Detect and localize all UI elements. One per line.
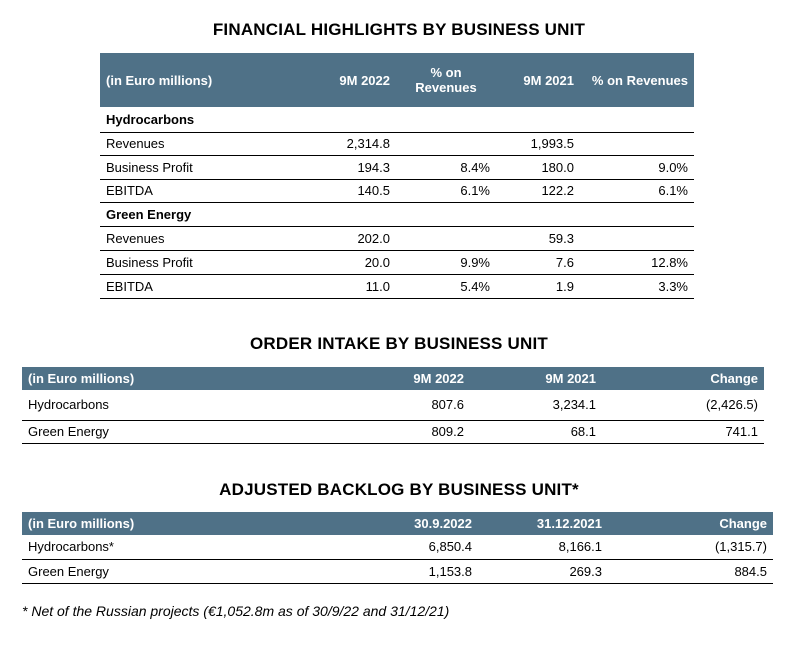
table-header-row: (in Euro millions) 9M 2022 % on Revenues… [100,53,694,107]
table-cell: 6.1% [396,179,496,203]
table-header-row: (in Euro millions) 30.9.2022 31.12.2021 … [22,512,773,535]
table-cell: 6,850.4 [322,535,478,560]
table-cell: 68.1 [470,420,602,444]
table-cell: 1,153.8 [322,559,478,584]
table-cell: 202.0 [332,226,396,251]
row-label: Business Profit [100,155,332,180]
column-header: (in Euro millions) [22,512,322,535]
row-label: EBITDA [100,179,332,203]
table-cell: 3,234.1 [470,390,602,421]
table-row: Hydrocarbons 807.6 3,234.1 (2,426.5) [22,390,764,421]
table-cell [396,226,496,251]
table-row: Revenues 202.0 59.3 [100,226,694,251]
row-label: Hydrocarbons* [22,535,322,560]
table-cell: (1,315.7) [608,535,773,560]
table-cell: 1.9 [496,274,580,299]
column-header: 9M 2022 [324,367,470,390]
footnote: * Net of the Russian projects (€1,052.8m… [22,603,450,619]
table-cell: (2,426.5) [602,390,764,421]
financial-highlights-table: (in Euro millions) 9M 2022 % on Revenues… [100,53,694,299]
table-cell: 3.3% [580,274,694,299]
table-cell: 140.5 [332,179,396,203]
table-cell: 20.0 [332,250,396,275]
section-label: Green Energy [100,202,694,227]
table-cell [580,226,694,251]
column-header: 30.9.2022 [322,512,478,535]
table-cell: 11.0 [332,274,396,299]
row-label: Revenues [100,226,332,251]
table-cell: 8,166.1 [478,535,608,560]
adjusted-backlog-table: (in Euro millions) 30.9.2022 31.12.2021 … [22,512,773,584]
table-header-row: (in Euro millions) 9M 2022 9M 2021 Chang… [22,367,764,390]
table-cell: 9.0% [580,155,694,180]
table-cell: 8.4% [396,155,496,180]
section-row: Hydrocarbons [100,107,694,133]
column-header: Change [608,512,773,535]
table-cell: 9.9% [396,250,496,275]
row-label: EBITDA [100,274,332,299]
table-cell: 180.0 [496,155,580,180]
table-cell: 2,314.8 [332,132,396,156]
table-cell: 1,993.5 [496,132,580,156]
table-row: Green Energy 809.2 68.1 741.1 [22,420,764,444]
table-cell: 741.1 [602,420,764,444]
table-row: Hydrocarbons* 6,850.4 8,166.1 (1,315.7) [22,535,773,560]
column-header: 9M 2021 [496,53,580,107]
table-cell: 5.4% [396,274,496,299]
section-label: Hydrocarbons [100,107,694,133]
column-header: 9M 2022 [332,53,396,107]
table-row: EBITDA 140.5 6.1% 122.2 6.1% [100,179,694,203]
table-row: Green Energy 1,153.8 269.3 884.5 [22,559,773,584]
row-label: Green Energy [22,559,322,584]
row-label: Green Energy [22,420,324,444]
table-cell: 809.2 [324,420,470,444]
table-row: EBITDA 11.0 5.4% 1.9 3.3% [100,274,694,299]
table-cell: 884.5 [608,559,773,584]
financial-highlights-title: FINANCIAL HIGHLIGHTS BY BUSINESS UNIT [212,20,586,39]
column-header: (in Euro millions) [22,367,324,390]
row-label: Hydrocarbons [22,390,324,421]
table-cell: 7.6 [496,250,580,275]
table-cell [580,132,694,156]
row-label: Revenues [100,132,332,156]
section-row: Green Energy [100,202,694,227]
table-row: Business Profit 194.3 8.4% 180.0 9.0% [100,155,694,180]
table-cell: 194.3 [332,155,396,180]
column-header: 9M 2021 [470,367,602,390]
table-row: Business Profit 20.0 9.9% 7.6 12.8% [100,250,694,275]
table-cell: 122.2 [496,179,580,203]
column-header: % on Revenues [580,53,694,107]
order-intake-title: ORDER INTAKE BY BUSINESS UNIT [250,334,548,353]
column-header: Change [602,367,764,390]
table-cell: 6.1% [580,179,694,203]
column-header: % on Revenues [396,53,496,107]
column-header: 31.12.2021 [478,512,608,535]
order-intake-table: (in Euro millions) 9M 2022 9M 2021 Chang… [22,367,764,444]
column-header: (in Euro millions) [100,53,332,107]
table-cell: 807.6 [324,390,470,421]
table-cell: 12.8% [580,250,694,275]
adjusted-backlog-title: ADJUSTED BACKLOG BY BUSINESS UNIT* [219,480,579,499]
row-label: Business Profit [100,250,332,275]
table-cell [396,132,496,156]
table-cell: 59.3 [496,226,580,251]
table-row: Revenues 2,314.8 1,993.5 [100,132,694,156]
table-cell: 269.3 [478,559,608,584]
